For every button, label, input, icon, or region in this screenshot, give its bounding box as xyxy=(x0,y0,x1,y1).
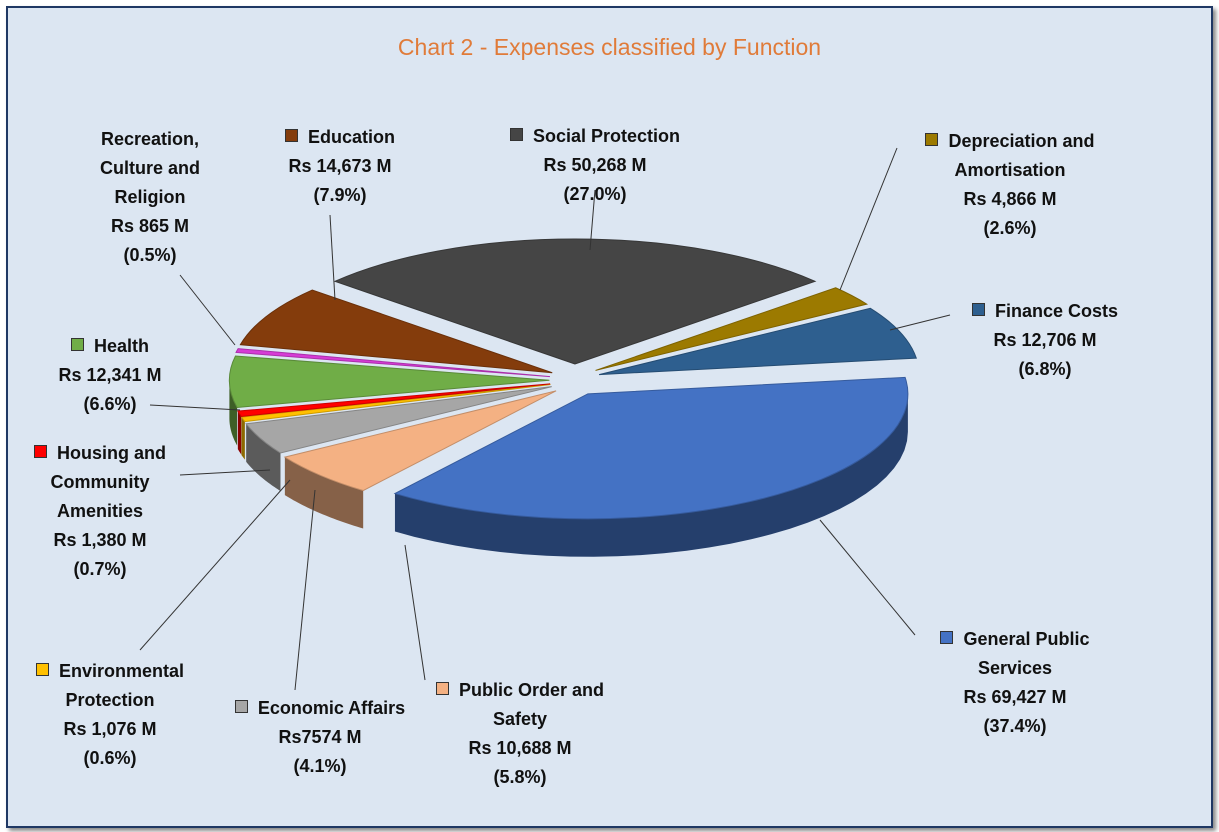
share-label: (5.8%) xyxy=(493,767,547,787)
slice-side xyxy=(229,380,238,446)
label-name: Finance Costs xyxy=(994,301,1119,321)
leader-line xyxy=(889,314,951,331)
slice xyxy=(598,307,917,376)
legend-marker xyxy=(925,133,939,146)
data-label: Depreciation and Amortisation Rs 4,866 M (… xyxy=(895,127,1125,243)
slice xyxy=(235,348,551,378)
data-label: General Public Services Rs 69,427 M (37.4%… xyxy=(920,625,1110,741)
label-name: Education xyxy=(307,127,395,147)
leader-line xyxy=(179,469,271,476)
slice xyxy=(595,287,869,371)
leader-line xyxy=(819,519,916,636)
value-label: Rs 12,341 M xyxy=(58,365,162,385)
share-label: (0.6%) xyxy=(83,748,137,768)
value-label: Rs 12,706 M xyxy=(993,330,1097,350)
label-name: Recreation, Culture and Religion xyxy=(99,129,200,207)
share-label: (2.6%) xyxy=(983,218,1037,238)
slice-side xyxy=(246,423,281,491)
legend-marker xyxy=(940,631,954,644)
label-name: Housing and Community Amenities xyxy=(50,443,167,521)
leader-line xyxy=(149,404,241,411)
label-name: Economic Affairs xyxy=(257,698,406,718)
share-label: (6.6%) xyxy=(83,394,137,414)
chart-title: Chart 2 - Expenses classified by Functio… xyxy=(397,34,822,60)
data-label: Housing and Community Amenities Rs 1,380 … xyxy=(10,439,190,584)
slice-side xyxy=(241,417,245,460)
slice xyxy=(240,383,551,423)
data-label: Economic Affairs Rs7574 M (4.1%) xyxy=(205,694,435,781)
leader-line xyxy=(839,147,898,291)
data-label: Recreation, Culture and Religion Rs 865 M… xyxy=(75,125,225,270)
data-label: Finance Costs Rs 12,706 M (6.8%) xyxy=(935,297,1155,384)
label-name: Health xyxy=(93,336,149,356)
slice xyxy=(333,238,817,365)
value-label: Rs7574 M xyxy=(278,727,362,747)
leader-line xyxy=(139,479,291,651)
label-name: Environmental Protection xyxy=(58,661,185,710)
legend-marker xyxy=(34,445,47,458)
share-label: (4.1%) xyxy=(293,756,347,776)
data-label: Social Protection Rs 50,268 M (27.0%) xyxy=(465,122,725,209)
label-name: Social Protection xyxy=(532,126,681,146)
legend-marker xyxy=(435,682,449,695)
slice xyxy=(237,383,551,417)
legend-marker xyxy=(234,700,248,713)
leader-line xyxy=(404,544,426,681)
value-label: Rs 14,673 M xyxy=(288,156,392,176)
slice xyxy=(228,355,550,408)
value-label: Rs 4,866 M xyxy=(963,189,1057,209)
share-label: (37.4%) xyxy=(983,716,1047,736)
data-label: Public Order and Safety Rs 10,688 M (5.8%) xyxy=(410,676,630,792)
slice xyxy=(245,386,552,454)
value-label: Rs 69,427 M xyxy=(963,687,1067,707)
data-label: Education Rs 14,673 M (7.9%) xyxy=(240,123,440,210)
share-label: (0.5%) xyxy=(123,245,177,265)
label-name: General Public Services xyxy=(963,629,1090,678)
leader-line xyxy=(589,189,596,251)
data-label: Environmental Protection Rs 1,076 M (0.6%) xyxy=(20,657,200,773)
legend-marker xyxy=(971,303,985,316)
share-label: (7.9%) xyxy=(313,185,367,205)
share-label: (27.0%) xyxy=(563,184,627,204)
slice xyxy=(239,289,553,374)
slice xyxy=(393,376,909,520)
data-label: Health Rs 12,341 M (6.6%) xyxy=(20,332,200,419)
value-label: Rs 1,076 M xyxy=(63,719,157,739)
slice-side xyxy=(237,411,242,455)
legend-marker xyxy=(35,663,49,676)
slice xyxy=(283,390,557,492)
value-label: Rs 865 M xyxy=(110,216,190,236)
legend-marker xyxy=(509,128,523,141)
slice-side xyxy=(394,393,908,557)
value-label: Rs 50,268 M xyxy=(543,155,647,175)
legend-marker xyxy=(284,129,298,142)
share-label: (6.8%) xyxy=(1018,359,1072,379)
leader-line xyxy=(329,214,336,301)
leader-line xyxy=(179,274,236,346)
share-label: (0.7%) xyxy=(73,559,127,579)
leader-line xyxy=(294,489,316,691)
label-name: Depreciation and Amortisation xyxy=(948,131,1095,180)
label-name: Public Order and Safety xyxy=(458,680,605,729)
slice-side xyxy=(284,457,364,529)
value-label: Rs 10,688 M xyxy=(468,738,572,758)
value-label: Rs 1,380 M xyxy=(53,530,147,550)
legend-marker xyxy=(70,338,84,351)
